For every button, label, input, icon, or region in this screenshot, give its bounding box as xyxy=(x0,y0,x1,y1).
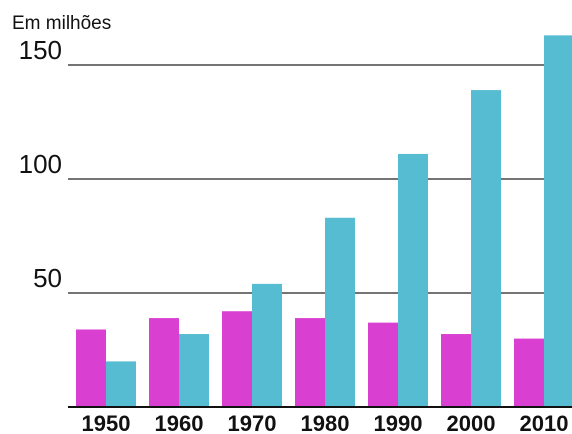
bar-series-2-2010 xyxy=(544,35,572,408)
bar-series-1-1960 xyxy=(149,318,179,407)
bar-series-1-1990 xyxy=(368,322,398,407)
bar-series-2-1990 xyxy=(398,153,428,407)
x-axis-ticks: 1950 1960 1970 1980 1990 2000 2010 xyxy=(82,411,569,434)
y-tick-label: 50 xyxy=(33,263,62,293)
x-tick-label: 1970 xyxy=(228,411,277,434)
bar-series-1-1970 xyxy=(222,311,252,407)
unit-label: Em milhões xyxy=(12,13,111,34)
bar-series-1-2000 xyxy=(441,334,471,407)
x-tick-label: 1960 xyxy=(155,411,204,434)
x-tick-label: 2000 xyxy=(447,411,496,434)
x-tick-label: 2010 xyxy=(520,411,569,434)
bar-series-2-1970 xyxy=(252,283,282,407)
y-tick-label: 100 xyxy=(19,149,62,179)
x-tick-label: 1950 xyxy=(82,411,131,434)
y-tick-label: 150 xyxy=(19,35,62,65)
bar-series-2-1960 xyxy=(179,334,209,407)
bar-series-2-1980 xyxy=(325,217,355,407)
x-tick-label: 1980 xyxy=(301,411,350,434)
bar-series-1-1980 xyxy=(295,318,325,407)
bars xyxy=(76,35,572,408)
x-tick-label: 1990 xyxy=(374,411,423,434)
bar-series-1-2010 xyxy=(514,338,544,407)
y-axis-ticks: 50 100 150 xyxy=(19,35,62,293)
bar-series-2-2000 xyxy=(471,90,501,407)
bar-series-1-1950 xyxy=(76,329,106,407)
bar-series-2-1950 xyxy=(106,361,136,407)
